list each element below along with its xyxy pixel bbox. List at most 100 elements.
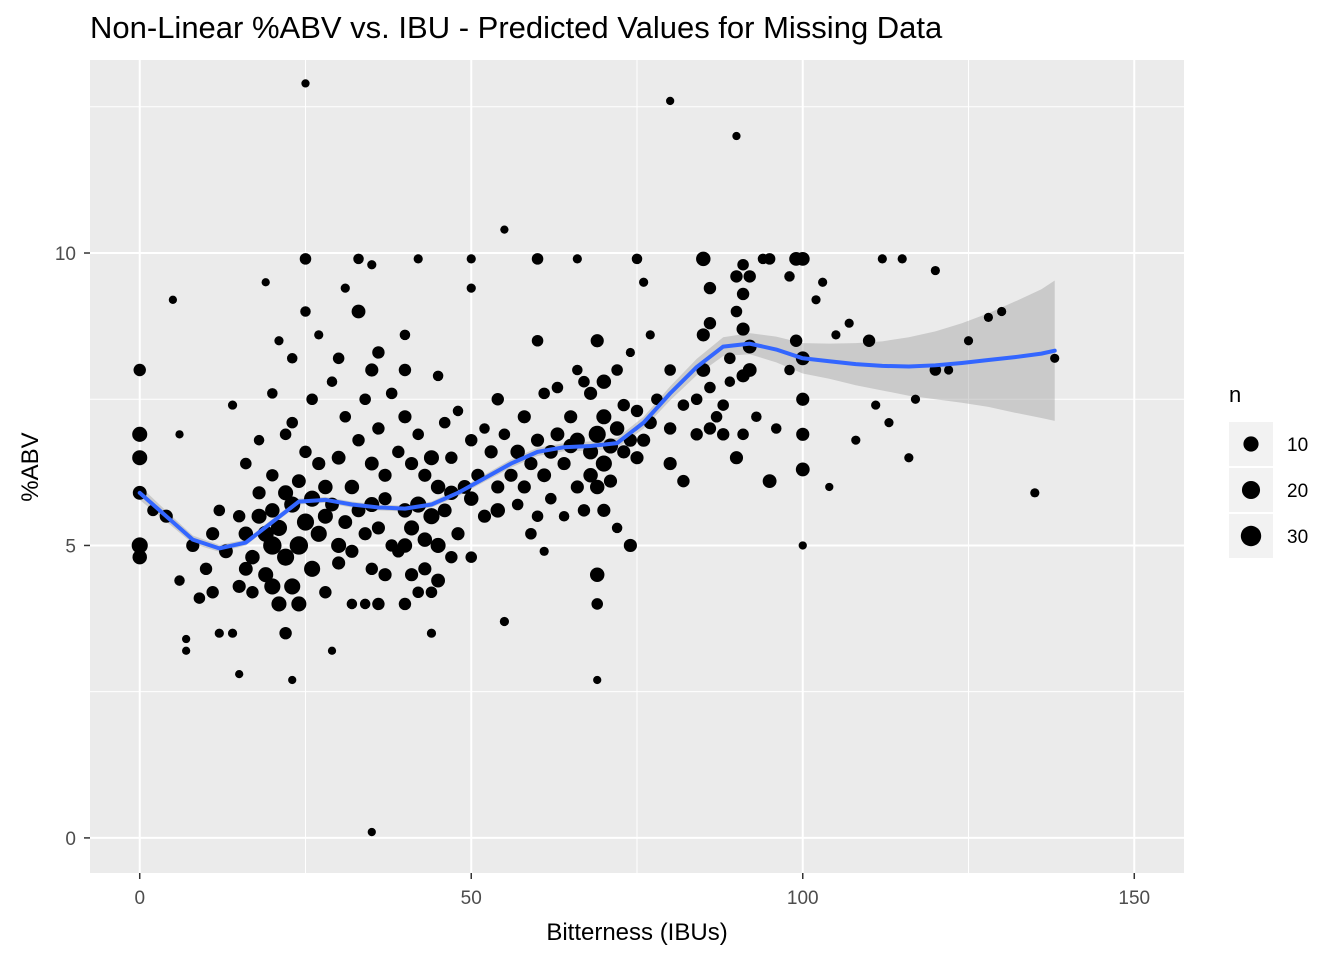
data-point xyxy=(710,411,723,423)
data-point xyxy=(346,598,358,610)
data-point xyxy=(704,381,716,394)
data-point xyxy=(398,410,412,424)
data-point xyxy=(593,675,602,685)
data-point xyxy=(261,278,270,287)
data-point xyxy=(588,425,606,443)
data-point xyxy=(270,519,288,536)
data-point xyxy=(378,468,392,482)
data-point xyxy=(796,427,810,441)
data-point xyxy=(351,304,366,319)
data-point xyxy=(371,521,385,535)
data-point xyxy=(206,527,220,541)
data-point xyxy=(359,598,371,610)
legend: n 10 20 30 xyxy=(1229,382,1308,558)
data-point xyxy=(564,410,578,424)
data-point xyxy=(611,364,623,376)
legend-symbol xyxy=(1243,436,1259,452)
data-point xyxy=(499,616,509,627)
data-point xyxy=(609,421,625,436)
data-point xyxy=(690,428,703,441)
x-tick-label: 100 xyxy=(787,888,819,909)
data-point xyxy=(206,586,219,599)
data-point xyxy=(637,433,651,447)
data-point xyxy=(630,404,644,418)
data-point xyxy=(359,393,371,406)
data-point xyxy=(724,352,736,365)
data-point xyxy=(639,277,649,287)
data-point xyxy=(288,675,297,685)
data-point xyxy=(500,225,509,234)
data-point xyxy=(331,537,347,553)
data-point xyxy=(930,265,940,276)
axes: 0 50 100 150 0 5 10 xyxy=(55,244,1150,909)
x-axis-title: Bitterness (IBUs) xyxy=(546,919,727,946)
data-point xyxy=(277,548,295,566)
y-tick-label: 10 xyxy=(55,244,76,265)
data-point xyxy=(133,363,146,377)
data-point xyxy=(737,428,749,441)
data-point xyxy=(431,573,446,588)
data-point xyxy=(811,295,821,305)
data-point xyxy=(504,468,518,482)
data-point xyxy=(246,586,259,599)
data-point xyxy=(551,381,564,394)
data-point xyxy=(312,456,326,471)
data-point xyxy=(897,254,907,264)
data-point xyxy=(617,398,630,412)
data-point xyxy=(677,474,690,488)
data-point xyxy=(466,254,476,264)
data-point xyxy=(796,392,810,406)
data-point xyxy=(132,426,148,442)
data-point xyxy=(326,376,338,387)
data-point xyxy=(385,387,398,400)
smooth-line xyxy=(137,341,1057,551)
data-point xyxy=(666,96,675,106)
data-point xyxy=(763,253,776,265)
data-point xyxy=(274,336,284,346)
data-point xyxy=(367,260,377,270)
data-point xyxy=(423,508,440,525)
data-point xyxy=(645,330,655,340)
data-point xyxy=(232,579,246,593)
data-point xyxy=(617,445,631,459)
data-point xyxy=(530,433,545,447)
data-point xyxy=(630,451,644,465)
data-point xyxy=(278,485,294,501)
data-point xyxy=(611,522,623,534)
data-point xyxy=(378,568,392,582)
data-point xyxy=(730,270,743,283)
data-point xyxy=(696,328,710,342)
data-point xyxy=(798,541,807,550)
data-point xyxy=(491,393,504,406)
data-point xyxy=(583,468,598,483)
data-point xyxy=(174,575,185,586)
data-point xyxy=(569,432,585,448)
y-tick-label: 0 xyxy=(65,829,76,850)
data-point xyxy=(511,498,524,511)
data-point xyxy=(266,469,279,482)
data-point xyxy=(596,374,612,389)
data-point xyxy=(378,492,392,506)
data-point xyxy=(784,364,795,376)
data-point xyxy=(319,586,332,599)
data-point xyxy=(412,586,424,599)
y-axis-title: %ABV xyxy=(17,432,44,501)
data-point xyxy=(372,597,385,611)
data-point xyxy=(877,254,887,264)
data-point xyxy=(484,445,498,459)
data-point xyxy=(245,549,260,565)
data-point xyxy=(491,480,505,494)
data-point xyxy=(232,510,246,523)
data-point xyxy=(417,532,433,547)
data-point xyxy=(818,277,828,287)
data-point xyxy=(304,560,321,577)
data-point xyxy=(862,334,876,347)
data-point xyxy=(742,363,757,377)
data-point xyxy=(399,329,411,341)
data-point xyxy=(1030,488,1040,498)
data-point xyxy=(251,508,267,524)
confidence-band xyxy=(139,280,1055,552)
data-point xyxy=(696,251,711,267)
data-point xyxy=(353,253,364,265)
data-point xyxy=(332,556,346,570)
